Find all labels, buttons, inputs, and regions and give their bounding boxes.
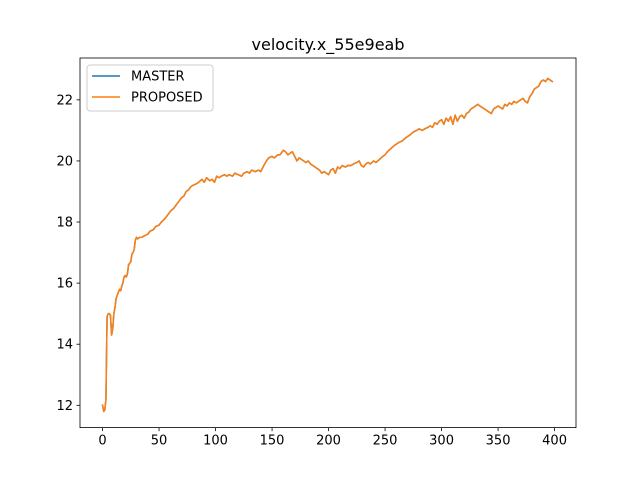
- y-axis: 12 14 16 18 20 22: [56, 93, 80, 414]
- x-tick-label: 150: [260, 434, 285, 449]
- plot-frame: [79, 57, 577, 429]
- x-tick-label: 300: [429, 434, 454, 449]
- x-tick-label: 250: [373, 434, 398, 449]
- x-axis: 0 50 100 150 200 250 300 350 400: [98, 427, 567, 449]
- y-tick-label: 14: [56, 338, 73, 353]
- legend-label-proposed: PROPOSED: [131, 91, 203, 106]
- chart-title: velocity.x_55e9eab: [252, 35, 405, 55]
- series-line-proposed: [101, 77, 554, 413]
- legend-label-master: MASTER: [131, 70, 185, 85]
- y-tick-label: 22: [56, 93, 73, 108]
- x-tick-label: 50: [151, 434, 168, 449]
- y-tick-label: 12: [56, 399, 73, 414]
- legend: MASTER PROPOSED: [86, 64, 214, 112]
- x-tick-label: 0: [98, 434, 106, 449]
- y-tick-label: 20: [56, 154, 73, 169]
- x-tick-label: 400: [542, 434, 567, 449]
- series-layer: [101, 77, 554, 413]
- y-tick-label: 18: [56, 216, 73, 231]
- x-tick-label: 350: [486, 434, 511, 449]
- y-tick-label: 16: [56, 277, 73, 292]
- x-tick-label: 200: [316, 434, 341, 449]
- x-tick-label: 100: [203, 434, 228, 449]
